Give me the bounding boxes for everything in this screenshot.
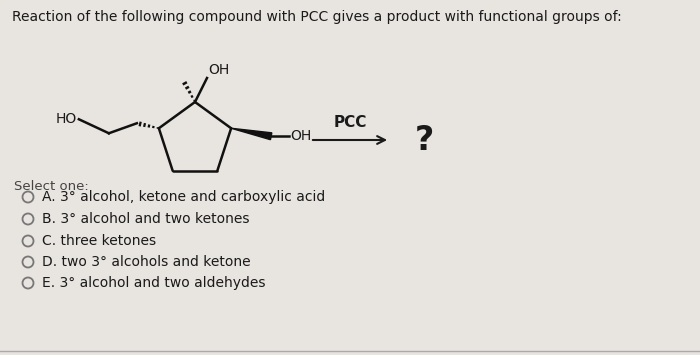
Polygon shape (231, 128, 272, 140)
Text: B. 3° alcohol and two ketones: B. 3° alcohol and two ketones (42, 212, 249, 226)
Text: Select one:: Select one: (14, 180, 89, 193)
Text: OH: OH (208, 63, 230, 77)
Text: Reaction of the following compound with PCC gives a product with functional grou: Reaction of the following compound with … (12, 10, 622, 24)
Text: OH: OH (290, 129, 312, 143)
Text: E. 3° alcohol and two aldehydes: E. 3° alcohol and two aldehydes (42, 276, 265, 290)
Text: C. three ketones: C. three ketones (42, 234, 156, 248)
Text: A. 3° alcohol, ketone and carboxylic acid: A. 3° alcohol, ketone and carboxylic aci… (42, 190, 326, 204)
Text: PCC: PCC (333, 115, 367, 130)
Text: ?: ? (415, 124, 434, 157)
Text: HO: HO (55, 112, 77, 126)
Text: D. two 3° alcohols and ketone: D. two 3° alcohols and ketone (42, 255, 251, 269)
